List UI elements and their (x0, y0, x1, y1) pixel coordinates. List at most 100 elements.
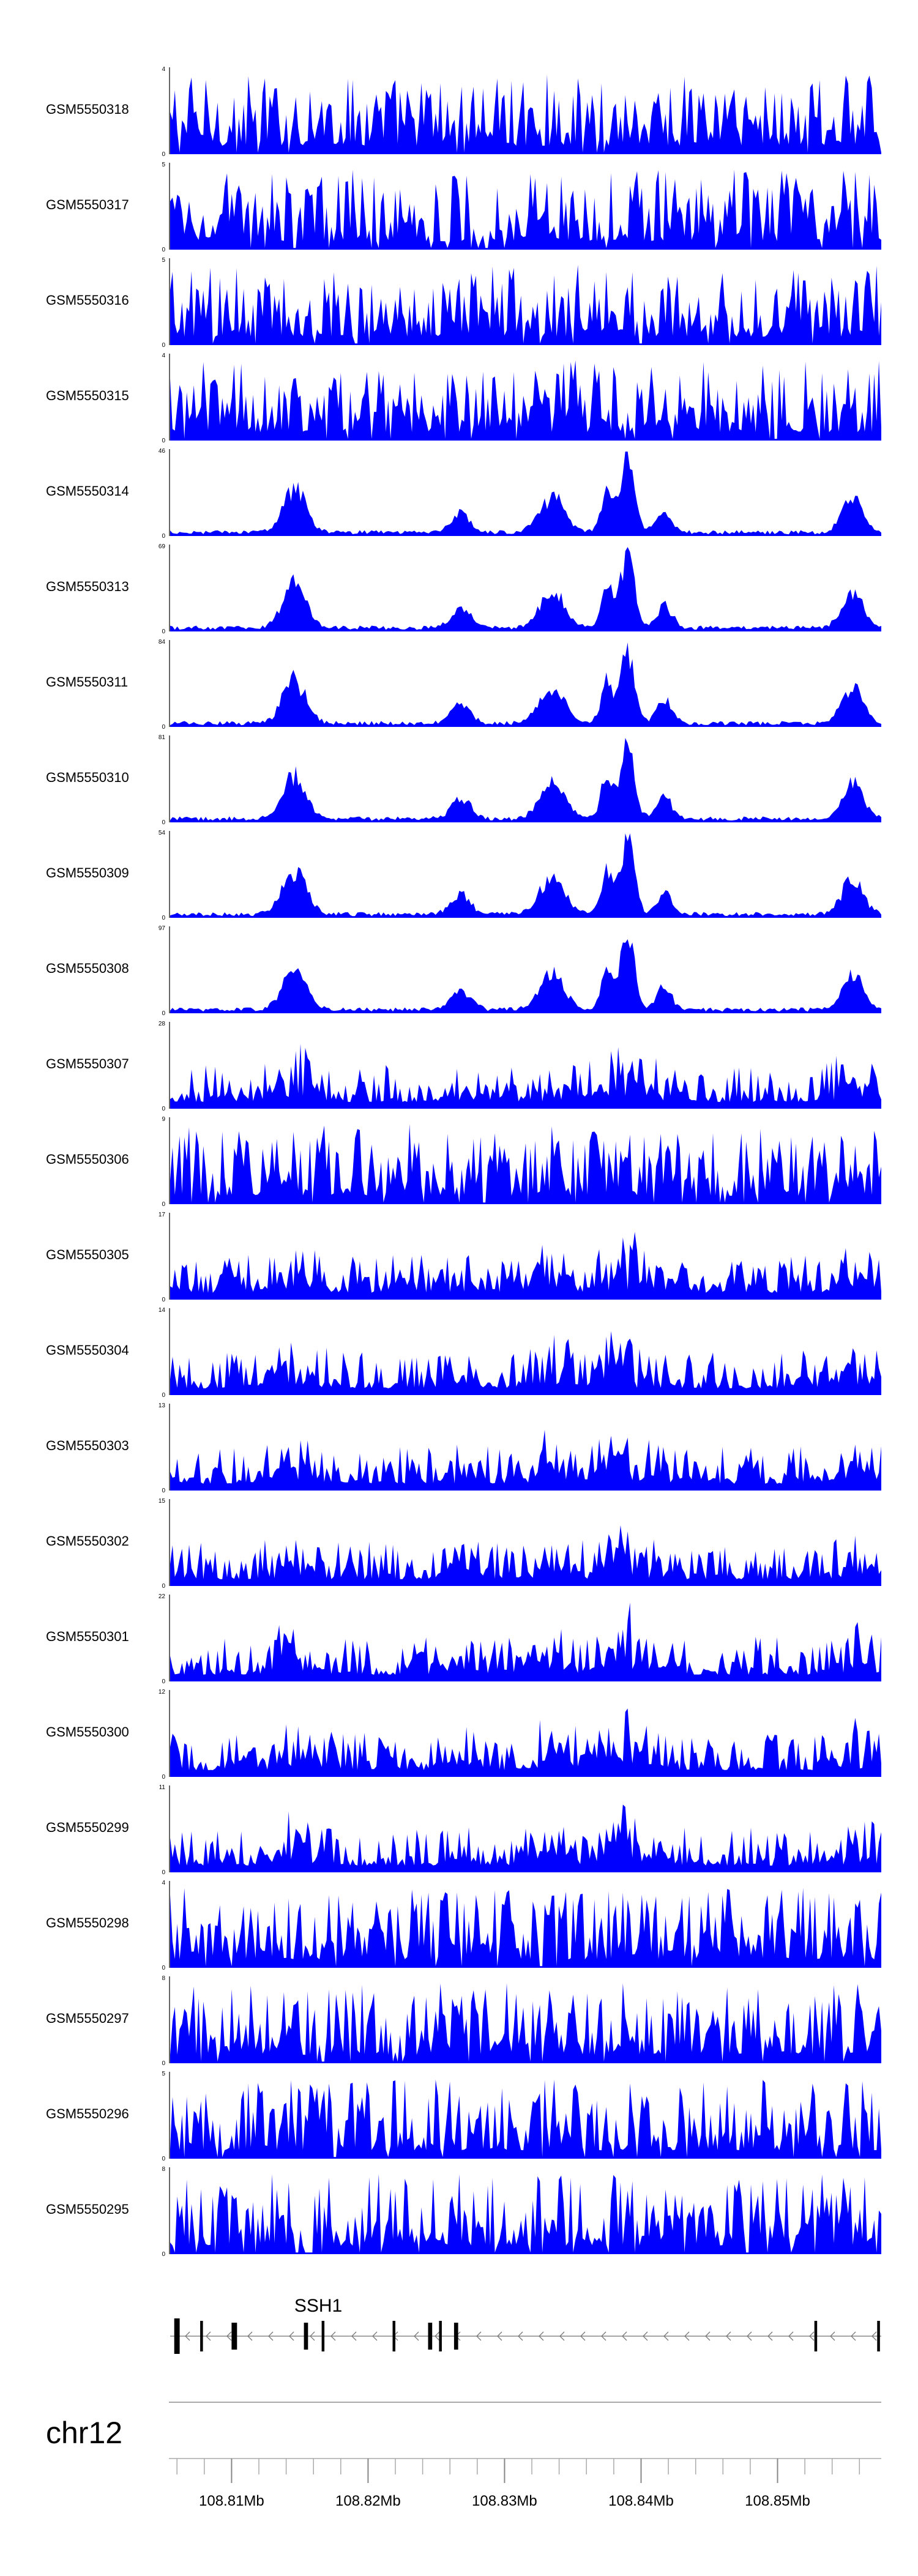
y-max-label: 15 (159, 1498, 166, 1505)
y-min-label: 0 (162, 1678, 165, 1685)
exon-block (428, 2323, 433, 2350)
strand-arrow (871, 2331, 877, 2341)
y-min-label: 0 (162, 1297, 165, 1303)
y-max-label: 28 (159, 1021, 166, 1027)
y-max-label: 17 (159, 1212, 166, 1218)
y-min-label: 0 (162, 2251, 165, 2258)
track-label: GSM5550304 (46, 1342, 129, 1358)
chromosome-label: chr12 (46, 2416, 122, 2450)
track-label: GSM5550308 (46, 961, 129, 976)
genome-axis: chr12 108.81Mb 108.82Mb 108.83Mb 108.84Mb 10… (46, 2402, 881, 2509)
strand-arrow (185, 2331, 190, 2341)
track-label: GSM5550310 (46, 770, 129, 785)
y-min-label: 0 (162, 2060, 165, 2067)
track-GSM5550299: GSM5550299 11 0 (46, 1784, 881, 1876)
coverage-area (170, 360, 881, 441)
y-min-label: 0 (162, 247, 165, 253)
coverage-area (170, 169, 881, 250)
track-GSM5550304: GSM5550304 14 0 (46, 1307, 881, 1399)
strand-arrow (476, 2331, 482, 2341)
y-min-label: 0 (162, 1106, 165, 1112)
exon-block (304, 2323, 308, 2350)
coverage-area (170, 1603, 881, 1681)
track-GSM5550298: GSM5550298 4 0 (46, 1880, 881, 1971)
track-GSM5550308: GSM5550308 97 0 (46, 925, 881, 1017)
y-min-label: 0 (162, 819, 165, 826)
y-min-label: 0 (162, 1774, 165, 1781)
coverage-area (170, 74, 881, 154)
track-GSM5550295: GSM5550295 8 0 (46, 2166, 881, 2258)
track-label: GSM5550299 (46, 1820, 129, 1835)
coverage-area (170, 1708, 881, 1777)
strand-arrow (414, 2331, 419, 2341)
coverage-area (170, 738, 881, 822)
strand-arrow (435, 2331, 440, 2341)
track-label: GSM5550314 (46, 483, 129, 499)
y-max-label: 81 (159, 734, 166, 741)
coverage-area (170, 1888, 881, 1968)
y-min-label: 0 (162, 915, 165, 921)
y-max-label: 11 (159, 1784, 166, 1791)
y-max-label: 5 (162, 257, 165, 264)
strand-arrow (206, 2331, 211, 2341)
track-label: GSM5550317 (46, 197, 129, 212)
strand-arrow (247, 2331, 253, 2341)
coverage-area (170, 939, 881, 1013)
track-GSM5550300: GSM5550300 12 0 (46, 1689, 881, 1781)
track-label: GSM5550305 (46, 1247, 129, 1262)
track-GSM5550317: GSM5550317 5 0 (46, 162, 881, 253)
track-label: GSM5550296 (46, 2106, 129, 2121)
strand-arrow (351, 2331, 357, 2341)
track-label: GSM5550295 (46, 2202, 129, 2217)
strand-arrow (289, 2331, 294, 2341)
strand-arrow (788, 2331, 794, 2341)
track-GSM5550302: GSM5550302 15 0 (46, 1498, 881, 1590)
track-GSM5550307: GSM5550307 28 0 (46, 1021, 881, 1112)
y-max-label: 14 (159, 1307, 166, 1314)
coverage-area (170, 1804, 881, 1872)
track-GSM5550313: GSM5550313 69 0 (46, 543, 881, 635)
track-GSM5550301: GSM5550301 22 0 (46, 1593, 881, 1685)
y-max-label: 9 (162, 1116, 165, 1123)
track-label: GSM5550318 (46, 102, 129, 117)
y-max-label: 8 (162, 1975, 165, 1982)
strand-arrow (747, 2331, 752, 2341)
y-max-label: 8 (162, 2166, 165, 2173)
exon-block (814, 2321, 818, 2351)
track-label: GSM5550303 (46, 1438, 129, 1453)
track-GSM5550316: GSM5550316 5 0 (46, 257, 881, 349)
axis-tick-label: 108.84Mb (608, 2493, 674, 2509)
exon-block (321, 2321, 325, 2351)
exon-block (453, 2323, 458, 2350)
strand-arrow (539, 2331, 544, 2341)
coverage-area (170, 1331, 881, 1395)
strand-arrow (580, 2331, 586, 2341)
y-max-label: 12 (159, 1689, 166, 1696)
y-min-label: 0 (162, 1965, 165, 1971)
coverage-area (170, 1525, 881, 1586)
track-GSM5550314: GSM5550314 46 0 (46, 448, 881, 540)
strand-arrow (684, 2331, 690, 2341)
gene-track: SSH1 (170, 2296, 881, 2354)
track-label: GSM5550301 (46, 1629, 129, 1644)
y-min-label: 0 (162, 1201, 165, 1208)
track-label: GSM5550311 (46, 674, 128, 690)
strand-arrow (726, 2331, 731, 2341)
strand-arrow (663, 2331, 669, 2341)
coverage-area (170, 833, 881, 918)
y-max-label: 13 (159, 1402, 166, 1409)
y-max-label: 4 (162, 66, 165, 73)
y-min-label: 0 (162, 628, 165, 635)
strand-arrow (601, 2331, 606, 2341)
axis-tick-label: 108.81Mb (199, 2493, 264, 2509)
coverage-tracks: GSM555031840GSM555031750GSM555031650GSM5… (46, 66, 881, 2258)
track-GSM5550310: GSM5550310 81 0 (46, 734, 881, 826)
strand-arrow (226, 2331, 232, 2341)
track-GSM5550315: GSM5550315 4 0 (46, 352, 881, 444)
strand-arrow (372, 2331, 378, 2341)
y-min-label: 0 (162, 1869, 165, 1876)
track-GSM5550303: GSM5550303 13 0 (46, 1402, 881, 1494)
y-min-label: 0 (162, 151, 165, 158)
y-min-label: 0 (162, 342, 165, 349)
